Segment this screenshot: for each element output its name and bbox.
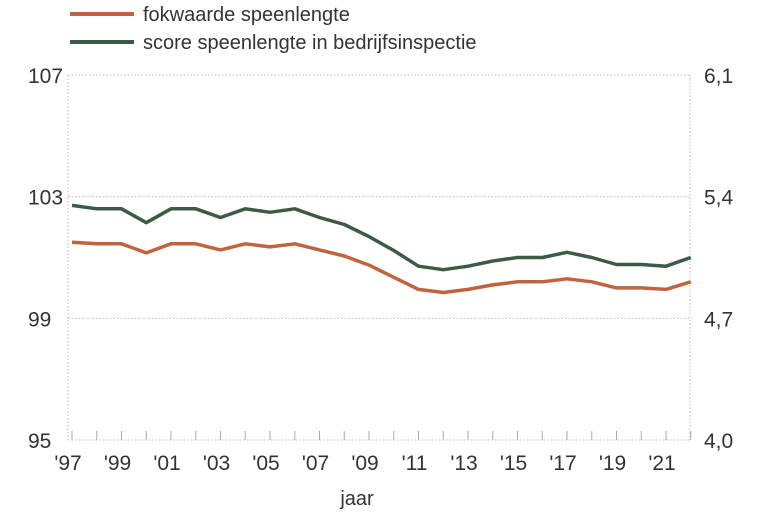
axes: 107 103 99 95 6,1 5,4 4,7 4,0 '97 '99 '01 '03 '05 '07…	[28, 65, 734, 475]
y-tick-left: 95	[28, 430, 51, 453]
y-tick-left: 107	[28, 65, 63, 88]
x-tick-label: '05	[252, 452, 279, 475]
y-tick-right: 4,0	[704, 430, 733, 453]
series-line-0	[71, 240, 692, 295]
x-tick-label: '11	[402, 452, 428, 475]
x-axis-label: jaar	[339, 488, 374, 510]
x-tick-label: '21	[648, 452, 675, 475]
x-tick-label: '17	[549, 452, 576, 475]
series-lines	[71, 203, 692, 295]
x-tick-label: '03	[203, 452, 230, 475]
x-tick-label: '07	[302, 452, 329, 475]
y-tick-right: 6,1	[704, 65, 733, 88]
y-tick-left: 103	[28, 187, 63, 210]
x-tick-label: '01	[153, 452, 180, 475]
y-tick-right: 5,4	[704, 187, 734, 210]
legend-label: fokwaarde speenlengte	[143, 4, 350, 26]
x-tick-label: '13	[450, 452, 477, 475]
y-tick-left: 99	[28, 308, 51, 331]
x-tick-label: '09	[351, 452, 378, 475]
legend-label: score speenlengte in bedrijfsinspectie	[143, 32, 477, 54]
x-tick-label: '19	[599, 452, 626, 475]
x-tick-label: '97	[54, 452, 81, 475]
x-tick-label: '99	[104, 452, 131, 475]
series-line-1	[71, 203, 692, 272]
x-tick-label: '15	[500, 452, 527, 475]
gridlines	[68, 74, 690, 441]
y-tick-right: 4,7	[704, 308, 733, 331]
legend: fokwaarde speenlengte score speenlengte i…	[70, 4, 477, 54]
